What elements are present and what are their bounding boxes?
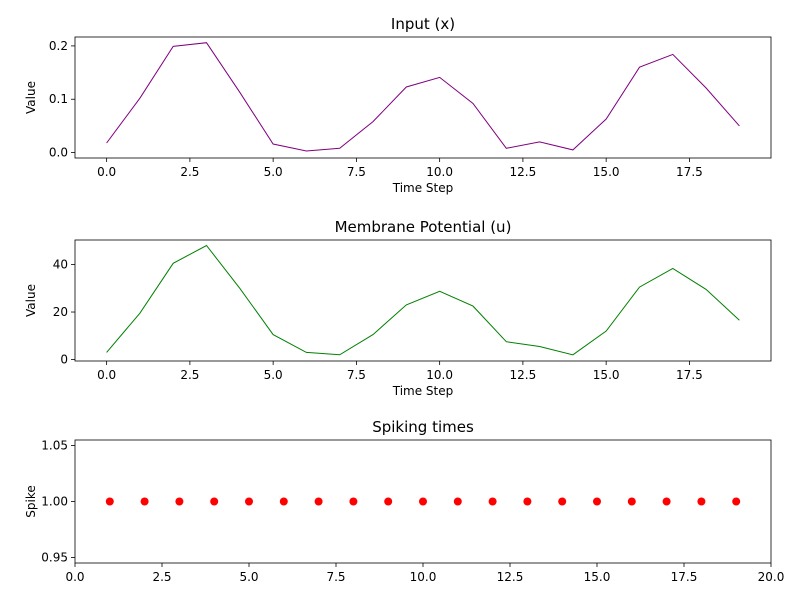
chart-title: Input (x): [391, 15, 455, 33]
x-tick-label: 2.5: [152, 570, 171, 584]
x-tick-label: 5.0: [264, 368, 283, 382]
spike-point: [105, 497, 114, 506]
y-axis-label: Spike: [24, 485, 38, 517]
spike-point: [732, 497, 741, 506]
x-tick-label: 15.0: [593, 165, 620, 179]
axes-frame: [74, 239, 772, 362]
y-axis-label: Value: [24, 81, 38, 114]
x-tick-label: 2.5: [180, 165, 199, 179]
spike-point: [279, 497, 288, 506]
x-tick-label: 17.5: [671, 570, 698, 584]
x-tick-label: 0.0: [97, 165, 116, 179]
y-tick-label: 0: [60, 353, 68, 367]
spike-point: [453, 497, 462, 506]
series-line: [106, 244, 740, 356]
x-tick-label: 7.5: [326, 570, 345, 584]
spike-point: [384, 497, 393, 506]
x-tick-label: 0.0: [65, 570, 84, 584]
y-tick-label: 0.0: [49, 146, 68, 160]
x-tick-label: 20.0: [758, 570, 785, 584]
spike-point: [523, 497, 532, 506]
spike-point: [349, 497, 358, 506]
spike-point: [314, 497, 323, 506]
x-tick-label: 15.0: [584, 570, 611, 584]
x-axis-label: Time Step: [392, 384, 454, 398]
x-tick-label: 17.5: [676, 165, 703, 179]
spike-point: [210, 497, 219, 506]
x-tick-label: 15.0: [593, 368, 620, 382]
x-tick-label: 12.5: [497, 570, 524, 584]
spike-point: [245, 497, 253, 506]
spike-point: [697, 497, 706, 506]
spike-point: [662, 497, 671, 506]
x-tick-label: 0.0: [97, 368, 116, 382]
x-tick-label: 10.0: [426, 165, 453, 179]
x-tick-label: 2.5: [180, 368, 199, 382]
series-line: [106, 42, 740, 152]
x-tick-label: 12.5: [510, 165, 537, 179]
x-tick-label: 5.0: [239, 570, 258, 584]
y-tick-label: 20: [53, 305, 68, 319]
spike-point: [140, 497, 149, 506]
spike-point: [488, 497, 497, 506]
axes-frame: [74, 36, 772, 159]
spike-point: [175, 497, 184, 506]
x-axis-label: Time Step: [392, 181, 454, 195]
chart-2: Membrane Potential (u) 0.0 2.5 5.0 7.5 10.0 12…: [24, 218, 772, 398]
x-tick-label: 5.0: [264, 165, 283, 179]
spike-point: [627, 497, 636, 506]
spike-point: [558, 497, 567, 506]
y-tick-label: 0.2: [49, 39, 68, 53]
spike-point: [593, 497, 601, 506]
x-tick-label: 7.5: [347, 368, 366, 382]
chart-title: Membrane Potential (u): [335, 218, 512, 236]
y-tick-label: 0.1: [49, 92, 68, 106]
chart-title: Spiking times: [372, 418, 474, 436]
y-tick-label: 1.05: [41, 439, 68, 453]
x-tick-label: 10.0: [410, 570, 437, 584]
x-tick-label: 7.5: [347, 165, 366, 179]
x-tick-label: 12.5: [510, 368, 537, 382]
y-axis-label: Value: [24, 284, 38, 317]
axes-frame: [74, 439, 772, 564]
y-tick-label: 0.95: [41, 550, 68, 564]
spike-point: [419, 497, 427, 506]
chart-1: Input (x) 0.0 2.5 5.0 7.5 10.0 12.5 15.0 17.5 0.0…: [24, 15, 772, 195]
x-tick-label: 10.0: [426, 368, 453, 382]
y-tick-label: 1.00: [41, 495, 68, 509]
y-tick-label: 40: [53, 257, 68, 271]
chart-3: Spiking times 0.0 2.5 5.0 7.5 10.0 12.5 15.0 17.…: [24, 418, 784, 584]
x-tick-label: 17.5: [676, 368, 703, 382]
